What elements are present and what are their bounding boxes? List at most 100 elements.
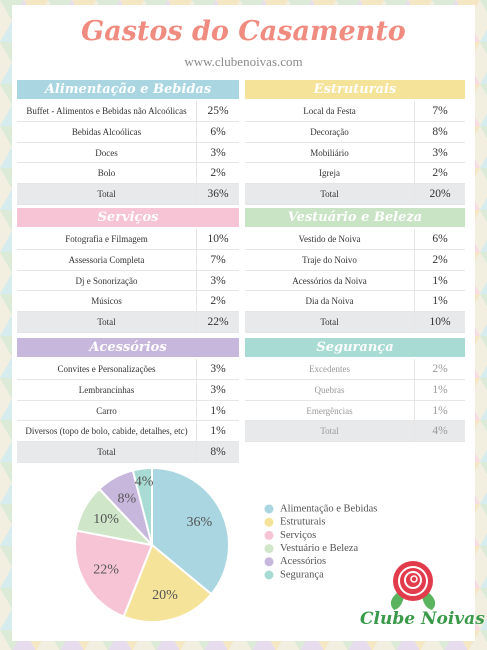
item-percent: 7% — [414, 101, 465, 121]
item-label: Fotografia e Filmagem — [65, 234, 148, 244]
slice-label: 10% — [93, 512, 119, 527]
item-label: Dia da Noiva — [305, 296, 354, 307]
slice-label: 4% — [135, 475, 154, 490]
total-percent: 10% — [414, 312, 465, 332]
item-label: Bolo — [97, 168, 116, 179]
table-row: Igreja 2% — [245, 163, 465, 185]
table-row: Diversos (topo de bolo, cabide, detalhes… — [17, 421, 239, 443]
legend-swatch — [264, 530, 274, 540]
total-label: Total — [97, 317, 116, 328]
item-percent: 1% — [414, 400, 465, 421]
legend-swatch — [264, 544, 274, 554]
section: Segurança Excedentes 2% Quebras 1% Emergência… — [245, 338, 465, 443]
table-row: Bebidas Alcoólicas 6% — [17, 121, 239, 143]
item-label: Local da Festa — [303, 106, 356, 116]
item-percent: 2% — [196, 163, 239, 184]
item-percent: 7% — [196, 249, 239, 270]
legend-label: Acessórios — [280, 556, 326, 567]
item-percent: 3% — [196, 359, 239, 379]
item-label: Emergências — [306, 405, 353, 416]
title: Gastos do Casamento — [81, 16, 406, 47]
legend-label: Serviços — [280, 530, 316, 541]
total-percent: 20% — [414, 184, 465, 204]
item-label: Bebidas Alcoólicas — [71, 126, 142, 137]
table-row: Local da Festa 7% — [245, 101, 465, 122]
section-header: Alimentação e Bebidas — [17, 80, 239, 99]
table-row: Carro 1% — [17, 400, 239, 422]
table-row: Convites e Personalizações 3% — [17, 359, 239, 380]
table-row: Quebras 1% — [245, 379, 465, 401]
slice-label: 36% — [187, 515, 213, 530]
section-header: Acessórios — [17, 338, 239, 357]
item-label: Convites e Personalizações — [57, 364, 156, 374]
legend-swatch — [264, 570, 274, 580]
section-header: Serviços — [17, 208, 239, 227]
item-percent: 1% — [196, 421, 239, 442]
table-row: Fotografia e Filmagem 10% — [17, 229, 239, 250]
item-label: Buffet - Alimentos e Bebidas não Alcoóli… — [26, 106, 187, 116]
item-label: Traje do Noivo — [302, 254, 357, 265]
section-header: Vestuário e Beleza — [245, 208, 465, 227]
item-label: Excedentes — [309, 364, 350, 374]
item-percent: 2% — [414, 163, 465, 184]
item-label: Vestido de Noiva — [298, 234, 361, 244]
item-label: Mobiliário — [310, 147, 349, 158]
section: Vestuário e Beleza Vestido de Noiva 6% Traj… — [245, 208, 465, 333]
total-label: Total — [320, 317, 339, 328]
total-label: Total — [320, 426, 339, 437]
pie-slice — [74, 529, 154, 618]
total-row: Total 22% — [17, 312, 239, 333]
item-percent: 1% — [414, 379, 465, 400]
section: Estruturais Local da Festa 7% Decoração 8% Mo… — [245, 80, 465, 205]
item-percent: 3% — [414, 142, 465, 163]
item-percent: 1% — [414, 270, 465, 291]
total-row: Total 10% — [245, 312, 465, 333]
table-row: Dia da Noiva 1% — [245, 291, 465, 313]
item-percent: 1% — [414, 291, 465, 312]
pie-slice — [151, 466, 230, 596]
section-header: Estruturais — [245, 80, 465, 99]
total-label: Total — [320, 189, 339, 200]
table-row: Doces 3% — [17, 142, 239, 164]
item-label: Doces — [95, 147, 118, 158]
legend-label: Vestuário e Beleza — [280, 543, 358, 554]
item-label: Dj e Sonorização — [75, 275, 138, 286]
item-percent: 8% — [414, 121, 465, 142]
item-percent: 3% — [196, 270, 239, 291]
logo-text: Clube Noivas — [360, 609, 485, 629]
table-row: Excedentes 2% — [245, 359, 465, 380]
item-percent: 2% — [196, 291, 239, 312]
item-label: Igreja — [319, 168, 340, 179]
table-row: Assessoria Completa 7% — [17, 249, 239, 271]
slice-label: 8% — [117, 491, 136, 506]
slice-label: 22% — [93, 562, 119, 577]
item-percent: 2% — [414, 249, 465, 270]
item-percent: 6% — [196, 121, 239, 142]
table-row: Traje do Noivo 2% — [245, 249, 465, 271]
total-row: Total 4% — [245, 421, 465, 443]
section: Alimentação e Bebidas Buffet - Alimentos … — [17, 80, 239, 205]
item-percent: 10% — [196, 229, 239, 249]
table-row: Lembrancinhas 3% — [17, 379, 239, 401]
table-row: Músicos 2% — [17, 291, 239, 313]
table-row: Acessórios da Noiva 1% — [245, 270, 465, 292]
logo-rose — [390, 561, 436, 610]
item-label: Quebras — [314, 384, 345, 395]
item-percent: 2% — [414, 359, 465, 379]
section: Serviços Fotografia e Filmagem 10% Assessor… — [17, 208, 239, 333]
item-label: Diversos (topo de bolo, cabide, detalhes… — [25, 426, 188, 437]
item-percent: 3% — [196, 142, 239, 163]
item-percent: 3% — [196, 379, 239, 400]
item-label: Carro — [96, 405, 117, 416]
table-row: Dj e Sonorização 3% — [17, 270, 239, 292]
item-percent: 1% — [196, 400, 239, 421]
table-row: Emergências 1% — [245, 400, 465, 422]
item-label: Lembrancinhas — [78, 384, 135, 395]
section-header: Segurança — [245, 338, 465, 357]
total-label: Total — [97, 447, 116, 458]
table-row: Bolo 2% — [17, 163, 239, 185]
table-row: Decoração 8% — [245, 121, 465, 143]
item-label: Assessoria Completa — [68, 254, 145, 265]
